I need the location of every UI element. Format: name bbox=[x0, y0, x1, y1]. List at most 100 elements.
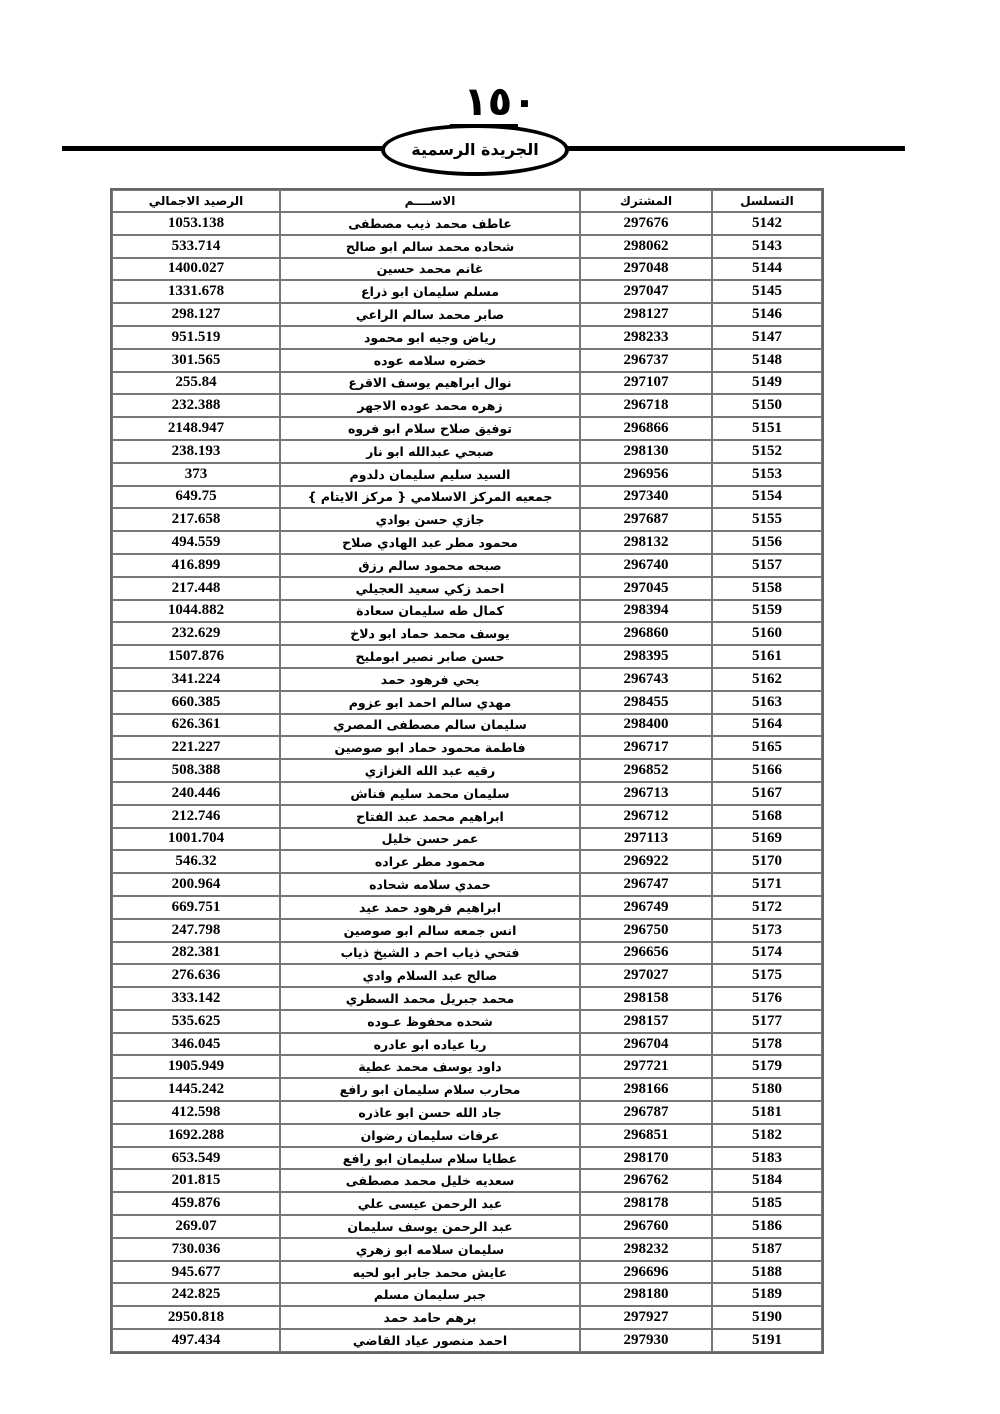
serial-cell: 5154 bbox=[712, 485, 822, 509]
subscriber-cell: 297340 bbox=[580, 485, 712, 509]
serial-cell: 5190 bbox=[712, 1306, 822, 1330]
serial-cell: 5155 bbox=[712, 508, 822, 532]
serial-cell: 5180 bbox=[712, 1078, 822, 1102]
table-row: 5187 298232 سليمان سلامه ابو زهري 730.036 bbox=[112, 1237, 822, 1261]
serial-cell: 5147 bbox=[712, 325, 822, 349]
name-cell: محمود مطر عراده bbox=[280, 850, 580, 874]
header-rule-left bbox=[62, 146, 392, 151]
balance-cell: 533.714 bbox=[112, 234, 280, 258]
name-cell: كمال طه سليمان سعادة bbox=[280, 599, 580, 623]
serial-cell: 5156 bbox=[712, 531, 822, 554]
subscriber-cell: 296740 bbox=[580, 553, 712, 577]
serial-cell: 5158 bbox=[712, 576, 822, 600]
table-row: 5152 298130 صبحي عبدالله ابو نار 238.193 bbox=[112, 439, 822, 463]
name-cell: توفيق صلاح سلام ابو فروه bbox=[280, 417, 580, 440]
column-header-subscriber: المشترك bbox=[580, 190, 712, 212]
serial-cell: 5188 bbox=[712, 1260, 822, 1284]
name-cell: عمر حسن خليل bbox=[280, 827, 580, 851]
subscriber-cell: 298395 bbox=[580, 645, 712, 668]
subscriber-cell: 298166 bbox=[580, 1078, 712, 1102]
publication-title: الجريدة الرسمية bbox=[381, 124, 569, 176]
serial-cell: 5175 bbox=[712, 964, 822, 988]
table-row: 5173 296750 انس جمعه سالم ابو صوصين 247.798 bbox=[112, 918, 822, 942]
serial-cell: 5181 bbox=[712, 1101, 822, 1124]
name-cell: سعديه خليل محمد مصطفى bbox=[280, 1169, 580, 1193]
subscriber-cell: 298400 bbox=[580, 713, 712, 737]
serial-cell: 5163 bbox=[712, 690, 822, 714]
subscriber-cell: 296852 bbox=[580, 759, 712, 782]
table-row: 5153 296956 السيد سليم سليمان دلدوم 373 bbox=[112, 462, 822, 486]
balance-cell: 1001.704 bbox=[112, 827, 280, 851]
name-cell: برهم حامد حمد bbox=[280, 1306, 580, 1330]
balance-cell: 494.559 bbox=[112, 531, 280, 554]
table-row: 5147 298233 رياض وجيه ابو محمود 951.519 bbox=[112, 325, 822, 349]
name-cell: سليمان محمد سليم فناش bbox=[280, 781, 580, 805]
serial-cell: 5182 bbox=[712, 1123, 822, 1147]
serial-cell: 5191 bbox=[712, 1329, 822, 1352]
subscriber-cell: 296787 bbox=[580, 1101, 712, 1124]
subscriber-cell: 296696 bbox=[580, 1260, 712, 1284]
subscriber-cell: 298157 bbox=[580, 1009, 712, 1033]
name-cell: ريا عياده ابو عادره bbox=[280, 1032, 580, 1056]
subscriber-cell: 298232 bbox=[580, 1237, 712, 1261]
balance-cell: 416.899 bbox=[112, 553, 280, 577]
balance-cell: 497.434 bbox=[112, 1329, 280, 1352]
serial-cell: 5170 bbox=[712, 850, 822, 874]
balance-cell: 217.658 bbox=[112, 508, 280, 532]
subscriber-cell: 297045 bbox=[580, 576, 712, 600]
table-row: 5168 296712 ابراهيم محمد عبد الفتاح 212.746 bbox=[112, 804, 822, 828]
subscriber-cell: 297048 bbox=[580, 257, 712, 281]
table-row: 5144 297048 غانم محمد حسين 1400.027 bbox=[112, 257, 822, 281]
name-cell: احمد زكي سعيد العجيلي bbox=[280, 576, 580, 600]
balance-cell: 653.549 bbox=[112, 1146, 280, 1170]
serial-cell: 5144 bbox=[712, 257, 822, 281]
header-rule-right bbox=[560, 146, 905, 151]
balance-cell: 341.224 bbox=[112, 667, 280, 691]
table-row: 5176 298158 محمد جبريل محمد السطري 333.142 bbox=[112, 987, 822, 1010]
serial-cell: 5189 bbox=[712, 1283, 822, 1307]
serial-cell: 5177 bbox=[712, 1009, 822, 1033]
name-cell: جبر سليمان مسلم bbox=[280, 1283, 580, 1307]
balance-cell: 255.84 bbox=[112, 371, 280, 395]
name-cell: زهره محمد عوده الاجهر bbox=[280, 394, 580, 418]
subscriber-cell: 296762 bbox=[580, 1169, 712, 1193]
subscriber-cell: 296749 bbox=[580, 895, 712, 919]
name-cell: فتحي ذياب احم د الشيخ ذياب bbox=[280, 941, 580, 965]
table-row: 5169 297113 عمر حسن خليل 1001.704 bbox=[112, 827, 822, 851]
serial-cell: 5167 bbox=[712, 781, 822, 805]
balance-cell: 669.751 bbox=[112, 895, 280, 919]
subscriber-cell: 297027 bbox=[580, 964, 712, 988]
name-cell: السيد سليم سليمان دلدوم bbox=[280, 462, 580, 486]
balance-cell: 276.636 bbox=[112, 964, 280, 988]
balance-cell: 1400.027 bbox=[112, 257, 280, 281]
name-cell: عرفات سليمان رضوان bbox=[280, 1123, 580, 1147]
name-cell: صبحي عبدالله ابو نار bbox=[280, 439, 580, 463]
subscriber-cell: 296860 bbox=[580, 622, 712, 646]
serial-cell: 5171 bbox=[712, 873, 822, 896]
table-row: 5172 296749 ابراهيم فرهود حمد عيد 669.751 bbox=[112, 895, 822, 919]
balance-cell: 200.964 bbox=[112, 873, 280, 896]
subscriber-cell: 297113 bbox=[580, 827, 712, 851]
balance-cell: 217.448 bbox=[112, 576, 280, 600]
subscriber-cell: 298178 bbox=[580, 1192, 712, 1216]
serial-cell: 5145 bbox=[712, 280, 822, 304]
serial-cell: 5150 bbox=[712, 394, 822, 418]
serial-cell: 5143 bbox=[712, 234, 822, 258]
serial-cell: 5161 bbox=[712, 645, 822, 668]
table-row: 5182 296851 عرفات سليمان رضوان 1692.288 bbox=[112, 1123, 822, 1147]
balance-cell: 240.446 bbox=[112, 781, 280, 805]
subscriber-cell: 296713 bbox=[580, 781, 712, 805]
table-row: 5162 296743 يحي فرهود حمد 341.224 bbox=[112, 667, 822, 691]
name-cell: جاد الله حسن ابو عاذره bbox=[280, 1101, 580, 1124]
name-cell: مسلم سليمان ابو ذراع bbox=[280, 280, 580, 304]
table-row: 5183 298170 عطايا سلام سليمان ابو رافع 653.… bbox=[112, 1146, 822, 1170]
balance-cell: 1044.882 bbox=[112, 599, 280, 623]
table-row: 5148 296737 خضره سلامه عوده 301.565 bbox=[112, 348, 822, 372]
table-row: 5159 298394 كمال طه سليمان سعادة 1044.882 bbox=[112, 599, 822, 623]
table-row: 5191 297930 احمد منصور عياد القاضي 497.434 bbox=[112, 1329, 822, 1352]
table-row: 5158 297045 احمد زكي سعيد العجيلي 217.448 bbox=[112, 576, 822, 600]
name-cell: شحده محفوظ عـوده bbox=[280, 1009, 580, 1033]
table-row: 5151 296866 توفيق صلاح سلام ابو فروه 2148.9… bbox=[112, 417, 822, 440]
serial-cell: 5162 bbox=[712, 667, 822, 691]
subscriber-cell: 296866 bbox=[580, 417, 712, 440]
